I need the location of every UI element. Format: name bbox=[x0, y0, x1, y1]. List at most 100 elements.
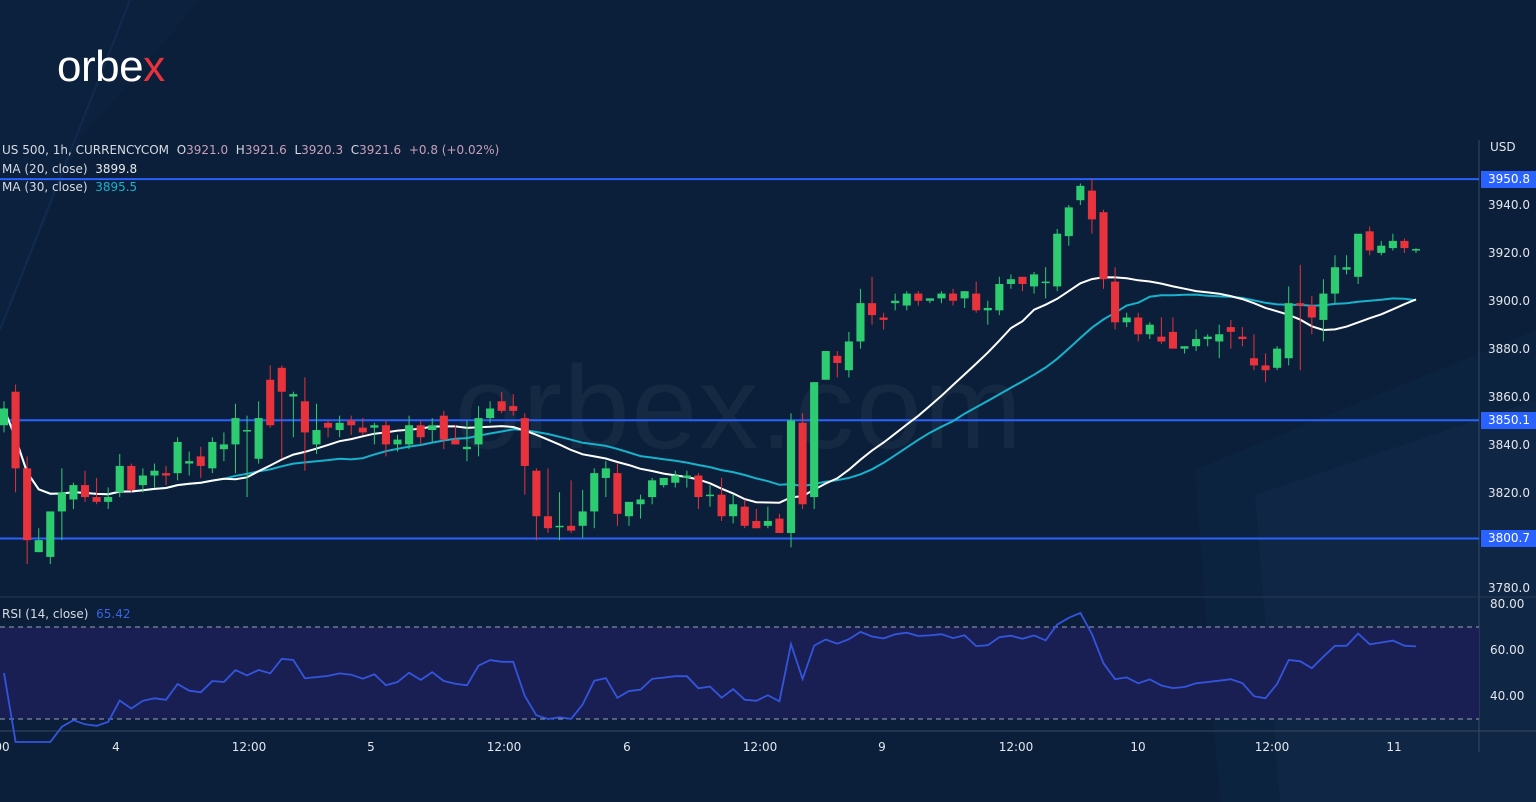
candle-body bbox=[80, 485, 90, 498]
candle-body bbox=[775, 518, 784, 533]
candle-body bbox=[138, 475, 147, 486]
candle-body bbox=[810, 382, 819, 498]
candle-body bbox=[786, 420, 796, 533]
candle-body bbox=[300, 401, 309, 433]
candle-body bbox=[1064, 207, 1073, 237]
candle-body bbox=[1377, 245, 1386, 253]
candle-body bbox=[1203, 336, 1212, 340]
candle-body bbox=[34, 540, 43, 553]
candle-body bbox=[1099, 212, 1108, 280]
candle-body bbox=[1261, 365, 1270, 371]
candle-body bbox=[23, 468, 32, 541]
rsi-tick: 40.00 bbox=[1490, 689, 1525, 703]
candle-body bbox=[370, 425, 379, 428]
open-label: O bbox=[176, 143, 187, 157]
candle-body bbox=[161, 473, 171, 476]
time-tick: 9 bbox=[878, 740, 886, 754]
candle-body bbox=[867, 303, 877, 316]
candle-body bbox=[219, 444, 228, 450]
time-tick: 11 bbox=[1386, 740, 1402, 754]
candle-body bbox=[1145, 324, 1154, 335]
candle-body bbox=[289, 394, 298, 397]
candle-body bbox=[451, 439, 460, 445]
candle-body bbox=[543, 516, 553, 529]
price-tick: 3840.0 bbox=[1488, 438, 1530, 452]
ma30-value: 3895.5 bbox=[95, 180, 138, 194]
price-tick: 3860.0 bbox=[1488, 390, 1530, 404]
price-tick: 3780.0 bbox=[1488, 581, 1530, 595]
candle-body bbox=[532, 470, 541, 517]
ma20-legend: MA (20, close) 3899.8 bbox=[2, 162, 137, 176]
price-tick: 3940.0 bbox=[1488, 198, 1530, 212]
candle-body bbox=[995, 284, 1004, 311]
candle-body bbox=[567, 525, 576, 531]
time-tick: 10 bbox=[1130, 740, 1146, 754]
time-tick: 4 bbox=[112, 740, 120, 754]
ma30-label: MA (30, close) bbox=[2, 180, 88, 194]
candle-body bbox=[1238, 336, 1247, 340]
candle-body bbox=[393, 439, 402, 445]
rsi-band bbox=[0, 627, 1479, 719]
candle-body bbox=[1284, 303, 1293, 359]
candle-body bbox=[1354, 233, 1363, 277]
candle-body bbox=[902, 293, 911, 306]
low-label: L bbox=[294, 143, 302, 157]
candle-body bbox=[1076, 185, 1085, 201]
candle-body bbox=[69, 485, 78, 500]
candle-body bbox=[1018, 276, 1027, 285]
candle-body bbox=[335, 422, 344, 431]
symbol-name: US 500, 1h, CURRENCYCOM bbox=[2, 143, 170, 157]
candle-body bbox=[1226, 327, 1235, 332]
candle-body bbox=[173, 442, 182, 474]
rsi-value: 65.42 bbox=[96, 607, 131, 621]
candle-body bbox=[752, 521, 761, 529]
time-tick: 12:00 bbox=[1254, 740, 1290, 754]
candle-body bbox=[1030, 274, 1039, 287]
candle-body bbox=[856, 303, 865, 342]
candle-body bbox=[0, 408, 9, 426]
candle-body bbox=[1122, 317, 1131, 323]
candle-body bbox=[462, 446, 472, 450]
time-tick: 5 bbox=[367, 740, 375, 754]
candle-body bbox=[1411, 249, 1421, 251]
candle-body bbox=[266, 379, 275, 426]
candle-body bbox=[127, 465, 136, 490]
logo-accent-x: x bbox=[143, 42, 165, 91]
candle-body bbox=[509, 406, 518, 411]
candle-body bbox=[636, 499, 645, 505]
candle-body bbox=[115, 465, 124, 493]
candle-body bbox=[729, 504, 738, 517]
candle-body bbox=[1388, 240, 1397, 249]
candle-body bbox=[648, 480, 657, 498]
candle-body bbox=[57, 492, 66, 512]
ma20-value: 3899.8 bbox=[95, 162, 138, 176]
candle-body bbox=[1180, 346, 1189, 349]
close-value: 3921.6 bbox=[359, 143, 402, 157]
candle-body bbox=[185, 461, 194, 464]
candle-body bbox=[1307, 305, 1316, 318]
level-tag-mid[interactable]: 3850.1 bbox=[1481, 412, 1536, 429]
level-tag-resistance[interactable]: 3950.8 bbox=[1481, 171, 1536, 188]
candle-body bbox=[914, 293, 923, 301]
candle-body bbox=[439, 415, 448, 440]
candle-body bbox=[1087, 190, 1096, 220]
candle-body bbox=[486, 408, 495, 419]
candle-body bbox=[381, 425, 390, 445]
candle-body bbox=[1249, 358, 1259, 366]
candle-body bbox=[960, 291, 969, 299]
candle-body bbox=[46, 511, 55, 557]
candle-body bbox=[11, 391, 20, 469]
rsi-legend: RSI (14, close) 65.42 bbox=[2, 607, 130, 621]
candle-body bbox=[1215, 334, 1224, 342]
candle-body bbox=[1319, 293, 1328, 320]
candle-body bbox=[925, 298, 934, 301]
candle-body bbox=[844, 341, 853, 371]
level-tag-support[interactable]: 3800.7 bbox=[1481, 530, 1536, 547]
candle-body bbox=[520, 418, 529, 466]
rsi-line bbox=[3, 611, 1417, 743]
time-tick: 6 bbox=[623, 740, 631, 754]
candle-body bbox=[1296, 303, 1305, 306]
candle-body bbox=[104, 497, 113, 502]
candle-body bbox=[740, 506, 749, 526]
